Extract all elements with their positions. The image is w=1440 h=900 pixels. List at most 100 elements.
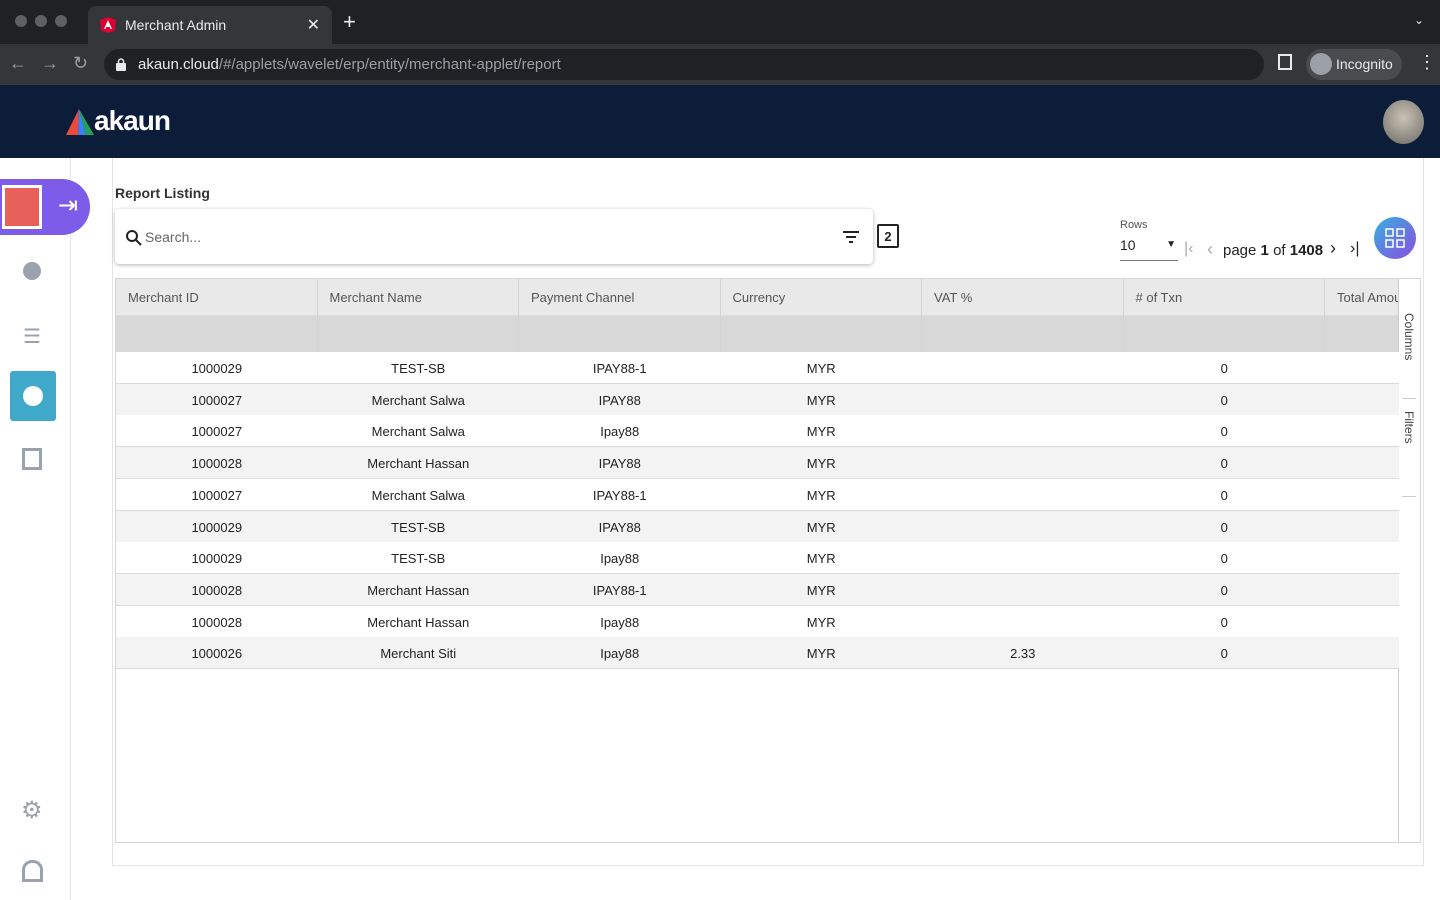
avatar[interactable] [1383,100,1424,144]
search-box[interactable]: Search... [115,209,873,264]
side-tab-label: Filters [1402,411,1416,496]
table-cell: 0 [1124,637,1326,668]
dropdown-arrow: ▼ [1166,239,1176,250]
table-cell: Ipay88 [519,637,721,668]
table-cell [922,447,1124,478]
table-cell: IPAY88-1 [519,574,721,605]
table-cell: TEST-SB [318,352,520,383]
table-cell: Merchant Siti [318,637,520,668]
table-cell: 2.33 [922,637,1124,668]
column-header[interactable]: Merchant Name [318,279,520,316]
column-filter[interactable] [318,316,520,352]
list-nav[interactable]: ☰ [23,324,41,349]
table-cell: IPAY88-1 [519,352,721,383]
table-cell: MYR [721,511,923,542]
total-pages: 1408 [1290,242,1323,259]
settings-nav[interactable]: ⚙ [21,796,43,825]
table-cell [922,574,1124,605]
new-tab[interactable]: + [343,9,356,35]
table-row[interactable]: 1000026Merchant SitiIpay88MYR2.330 [116,637,1399,669]
page-title: Report Listing [115,185,210,201]
prev-page[interactable]: ‹ [1207,239,1213,260]
side-panel[interactable] [1278,54,1292,70]
column-filter[interactable] [116,316,318,352]
table-cell: Merchant Hassan [318,447,520,478]
profile-label: Incognito [1336,56,1393,72]
filter-icon[interactable] [843,231,859,243]
table-cell: 0 [1124,415,1326,446]
side-tab[interactable]: Columns [1402,309,1416,399]
table-row[interactable]: 1000027Merchant SalwaIPAY88-1MYR0 [116,479,1399,511]
report-nav[interactable] [10,371,56,421]
tab-menu[interactable]: ⌄ [1414,13,1424,27]
table-cell: MYR [721,447,923,478]
close-tab[interactable]: ✕ [307,15,320,35]
address-bar[interactable]: akaun.cloud/#/applets/wavelet/erp/entity… [104,49,1264,80]
table-cell: MYR [721,352,923,383]
table-cell: Merchant Hassan [318,606,520,637]
table-row[interactable]: 1000028Merchant HassanIPAY88MYR0 [116,447,1399,479]
column-header[interactable]: Payment Channel [519,279,721,316]
column-header[interactable]: # of Txn [1124,279,1326,316]
side-tab-label: Columns [1402,313,1416,398]
forward[interactable]: → [41,53,59,74]
company-nav[interactable] [22,448,42,470]
table-cell: MYR [721,574,923,605]
first-page[interactable]: |‹ [1184,240,1193,258]
back[interactable]: ← [9,53,27,74]
rows-select[interactable]: 10▼ [1120,237,1178,261]
filter-row [116,316,1399,352]
account-nav[interactable] [22,860,43,882]
table-cell: TEST-SB [318,542,520,573]
table-cell [922,542,1124,573]
profile-icon [1310,53,1332,75]
table-cell: MYR [721,384,923,415]
table-cell: IPAY88-1 [519,479,721,510]
table-row[interactable]: 1000029TEST-SBIpay88MYR0 [116,542,1399,574]
column-filter[interactable] [721,316,923,352]
table-cell: 1000029 [116,352,318,383]
table-cell: MYR [721,637,923,668]
table-cell: 0 [1124,511,1326,542]
reload[interactable]: ↻ [73,53,88,74]
profile[interactable]: Incognito [1306,49,1402,80]
table-cell: 1000028 [116,574,318,605]
column-header[interactable]: Merchant ID [116,279,318,316]
data-grid: Merchant IDMerchant NamePayment ChannelC… [115,278,1421,843]
logo[interactable]: akaun [94,105,170,137]
column-header[interactable]: VAT % [922,279,1124,316]
tab-title: Merchant Admin [125,17,226,33]
table-cell [922,606,1124,637]
table-row[interactable]: 1000027Merchant SalwaIpay88MYR0 [116,415,1399,447]
table-cell [922,384,1124,415]
table-row[interactable]: 1000029TEST-SBIPAY88-1MYR 0 [116,352,1399,384]
menu[interactable]: ⋮ [1418,52,1436,73]
table-cell: 1000029 [116,511,318,542]
table-row[interactable]: 1000029TEST-SBIPAY88MYR0 [116,511,1399,543]
column-filter[interactable] [519,316,721,352]
table-cell: MYR [721,542,923,573]
table-row[interactable]: 1000028Merchant HassanIpay88MYR0 [116,606,1399,638]
page-word: page [1223,242,1256,259]
layout-toggle[interactable] [1374,217,1416,259]
column-header[interactable]: Currency [721,279,923,316]
saved-reports[interactable]: 2 [877,224,899,248]
applet-switch[interactable]: ⇥ [0,179,90,235]
page-number: 1 [1261,242,1269,259]
logo-mark [66,109,94,135]
user-nav[interactable] [23,262,41,280]
table-cell: Merchant Salwa [318,415,520,446]
window-controls [14,14,70,28]
column-filter[interactable] [1124,316,1326,352]
last-page[interactable]: ›| [1350,240,1359,258]
next-page[interactable]: › [1330,238,1336,259]
table-cell: 0 [1124,352,1326,383]
table-cell: 1000027 [116,479,318,510]
browser-tab[interactable]: Merchant Admin ✕ [88,6,332,44]
side-tab[interactable]: Filters [1402,407,1416,497]
table-row[interactable]: 1000028Merchant HassanIPAY88-1MYR0 [116,574,1399,606]
table-cell [922,511,1124,542]
table-row[interactable]: 1000027Merchant SalwaIPAY88MYR0 [116,384,1399,416]
column-filter[interactable] [922,316,1124,352]
